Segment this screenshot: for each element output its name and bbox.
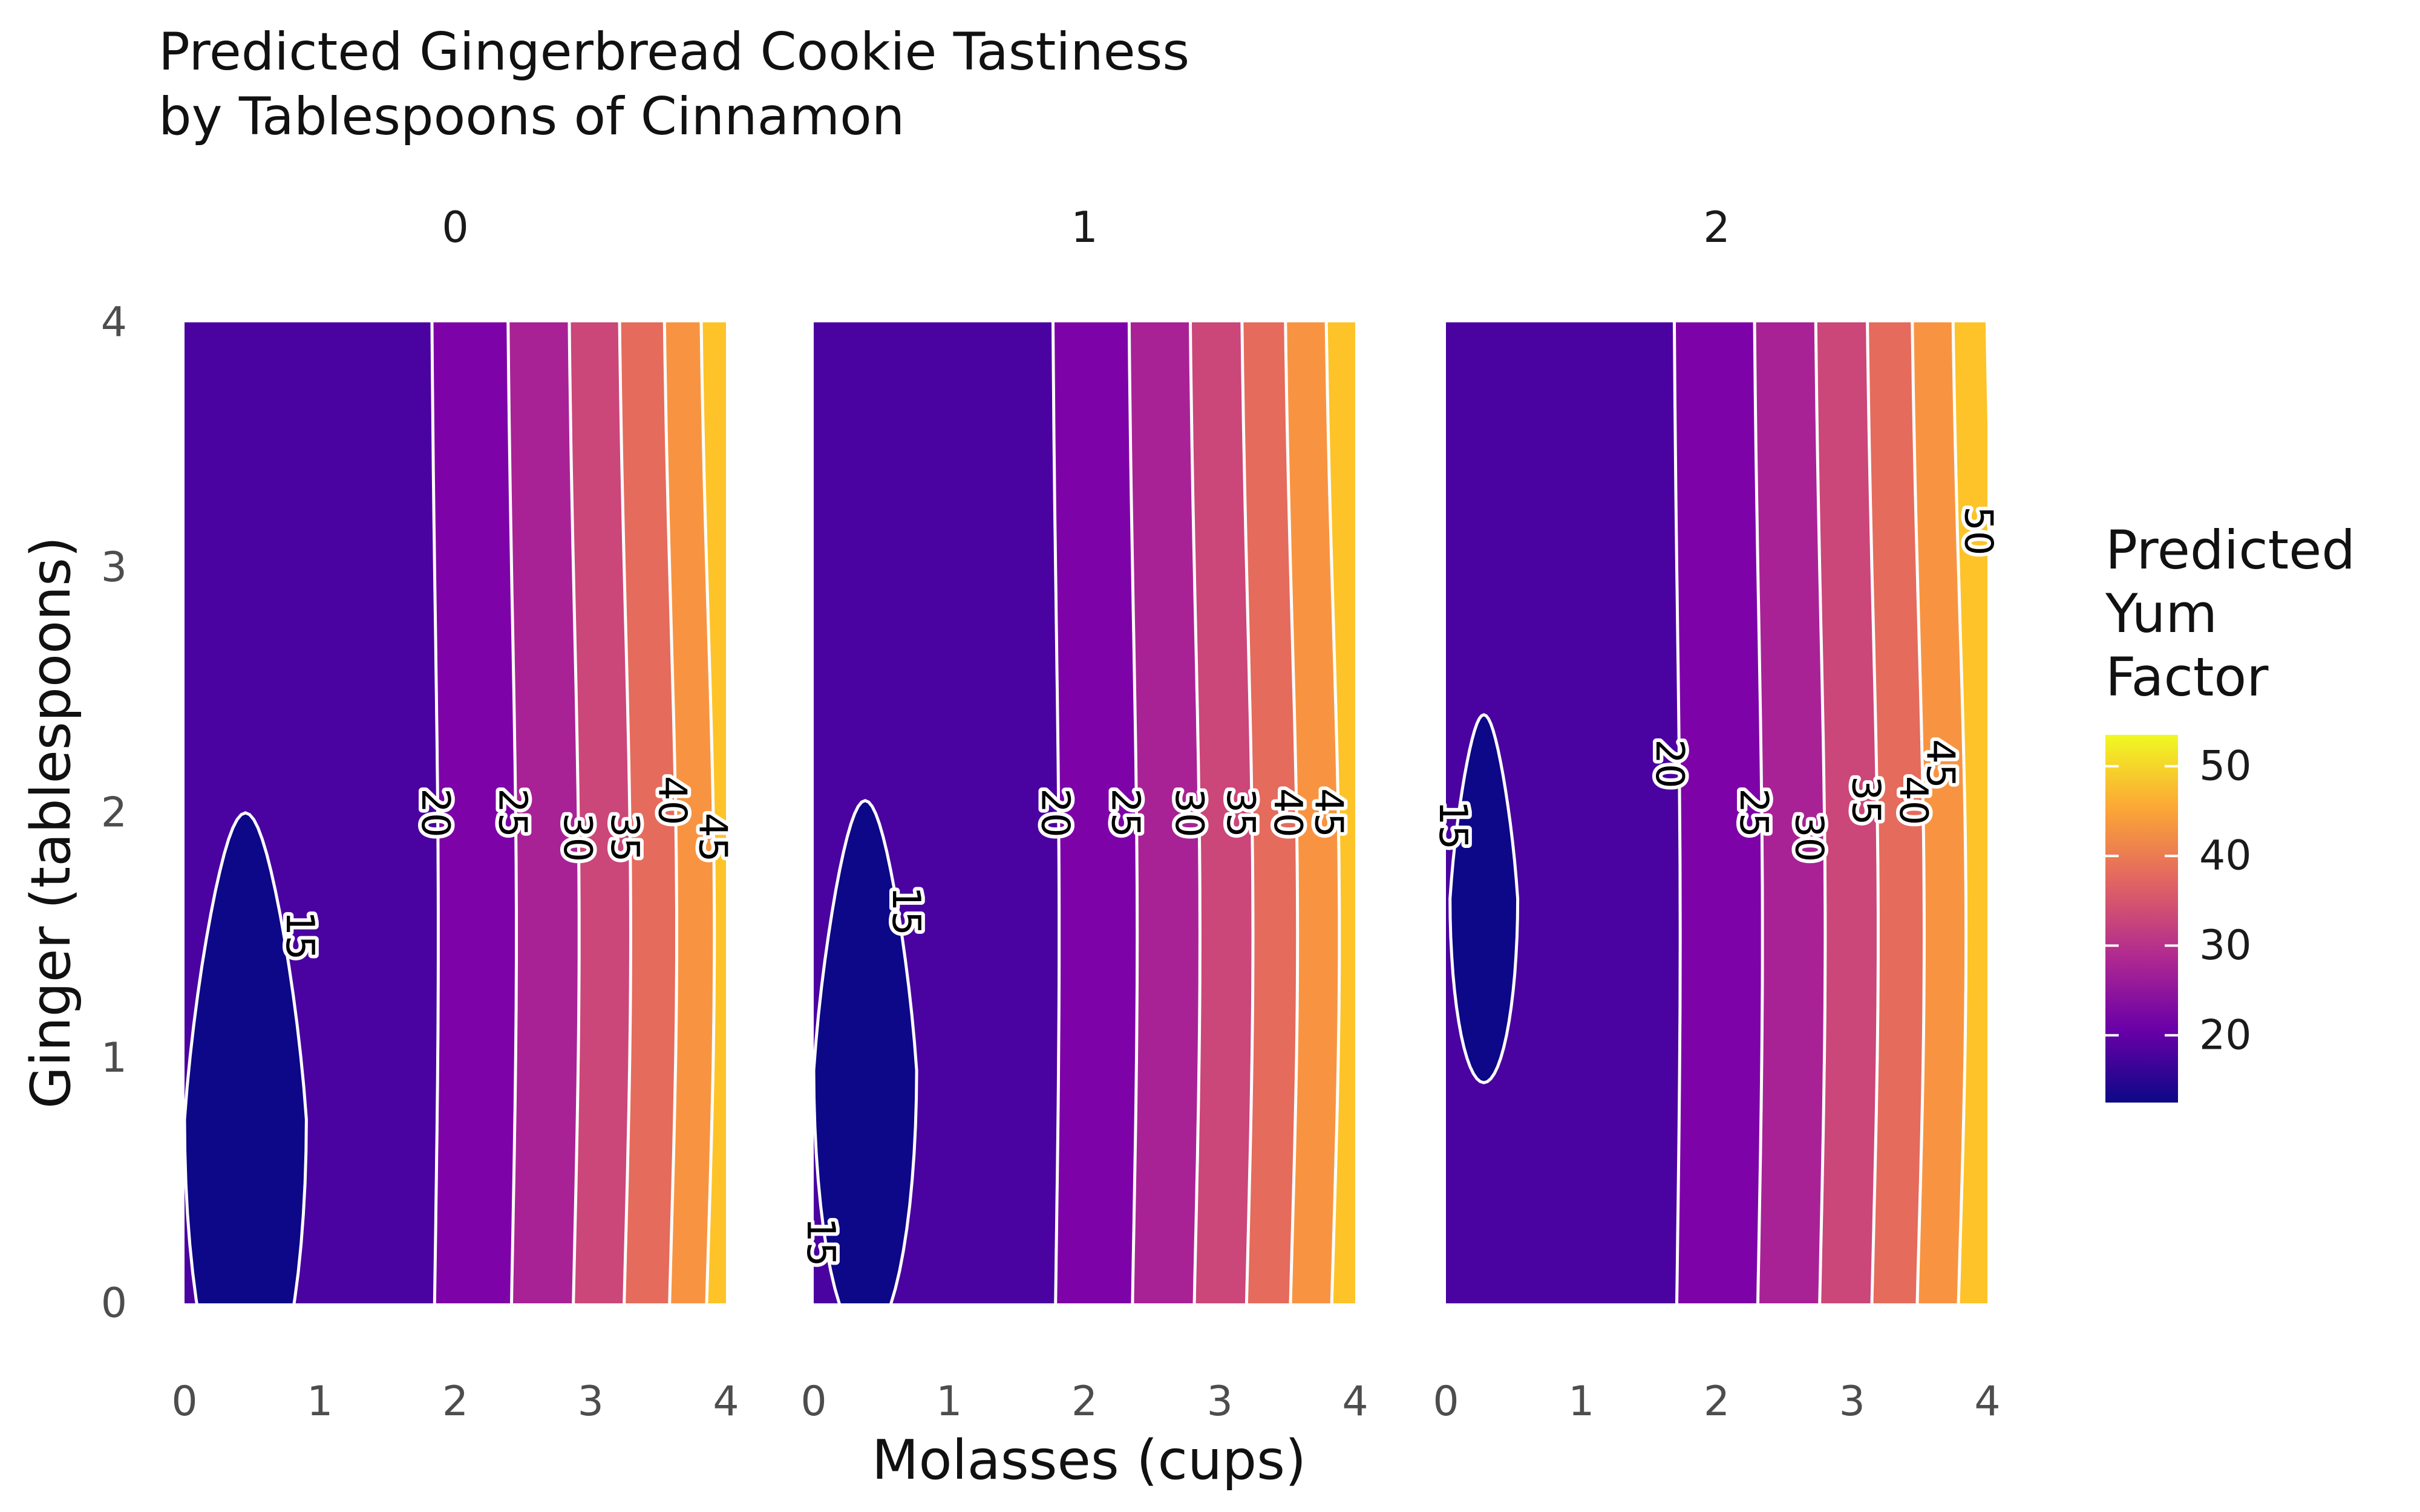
facet-strip-label: 2 xyxy=(1703,203,1730,252)
y-tick-label: 3 xyxy=(101,544,127,591)
contour-band xyxy=(1326,322,1355,1303)
contour-line-25 xyxy=(506,322,518,1303)
chart-title: Predicted Gingerbread Cookie Tastiness xyxy=(159,22,1189,82)
contour-line-40 xyxy=(1284,322,1300,1303)
x-tick-label: 2 xyxy=(1704,1378,1730,1426)
contour-line-50 xyxy=(1985,322,1987,423)
legend-ticks: 20 30 40 50 xyxy=(2105,742,2252,1059)
contour-label: 20 xyxy=(1647,739,1692,788)
chart-subtitle: by Tablespoons of Cinnamon xyxy=(159,86,904,147)
contour-label: 15 xyxy=(883,886,928,935)
facet-panel-2 xyxy=(1446,322,2012,1303)
contour-line-20 xyxy=(430,322,440,1303)
legend-tick-label: 30 xyxy=(2199,922,2252,969)
y-axis: 0 1 2 3 4 xyxy=(101,299,127,1328)
contour-label: 35 xyxy=(602,813,647,862)
x-tick-label: 1 xyxy=(1568,1378,1594,1426)
x-tick-label: 4 xyxy=(1342,1378,1368,1426)
contour-label: 45 xyxy=(1918,739,1963,788)
contour-label: 25 xyxy=(1103,788,1148,837)
x-tick-label: 4 xyxy=(1974,1378,2000,1426)
x-tick-label: 2 xyxy=(442,1378,468,1426)
x-tick-label: 2 xyxy=(1071,1378,1097,1426)
legend-title-line-1: Predicted xyxy=(2105,519,2355,581)
contour-label: 45 xyxy=(690,813,735,862)
contour-label: 40 xyxy=(1265,788,1310,837)
contour-line-35 xyxy=(1240,322,1255,1303)
x-tick-label: 4 xyxy=(713,1378,739,1426)
contour-line-30 xyxy=(1814,322,1827,1303)
y-axis-title: Ginger (tablespoons) xyxy=(19,536,83,1109)
legend-colorbar xyxy=(2105,735,2178,1103)
x-tick-label: 0 xyxy=(1433,1378,1459,1426)
x-tick-label: 3 xyxy=(1839,1378,1865,1426)
x-tick-label: 0 xyxy=(171,1378,197,1426)
contour-line-35 xyxy=(618,322,633,1303)
x-tick-label: 1 xyxy=(936,1378,962,1426)
contour-line-45 xyxy=(699,322,716,1303)
contour-band xyxy=(1987,322,2012,1303)
legend-tick-label: 40 xyxy=(2199,832,2252,880)
contour-label: 20 xyxy=(413,788,457,837)
x-axes: 0 1 2 3 4 0 1 2 3 4 0 1 2 3 4 xyxy=(171,1378,2000,1426)
contour-line-20 xyxy=(1051,322,1061,1303)
contour-label: 30 xyxy=(1787,813,1831,862)
legend-tick-label: 50 xyxy=(2199,742,2252,790)
facet-panel-0 xyxy=(185,322,756,1303)
contour-label: 25 xyxy=(490,788,535,837)
contour-label: 45 xyxy=(1306,788,1350,837)
facet-strip-label: 1 xyxy=(1071,203,1098,252)
contour-band xyxy=(1953,322,1987,1303)
contour-label: 40 xyxy=(1891,776,1935,825)
contour-line-40 xyxy=(662,322,678,1303)
contour-line-25 xyxy=(1753,322,1764,1303)
contour-band xyxy=(742,322,756,1303)
contour-region-below-15 xyxy=(814,798,918,1303)
contour-label: 30 xyxy=(1166,788,1211,837)
contour-line-40 xyxy=(1911,322,1926,1303)
contour-label: 20 xyxy=(1032,788,1077,837)
legend-title-line-2: Yum xyxy=(2105,582,2217,645)
legend-tick-label: 20 xyxy=(2199,1011,2252,1059)
x-tick-label: 0 xyxy=(800,1378,826,1426)
contour-label: 50 xyxy=(1955,506,2000,555)
contour-line-45 xyxy=(1324,322,1341,1303)
contour-region-below-15 xyxy=(1448,713,1520,1084)
x-tick-label: 3 xyxy=(1207,1378,1233,1426)
contour-line-20 xyxy=(1673,322,1682,1303)
contour-line-25 xyxy=(1127,322,1139,1303)
contour-line-30 xyxy=(567,322,581,1303)
x-tick-label: 1 xyxy=(307,1378,333,1426)
facet-panel-1 xyxy=(814,322,1379,1303)
contour-band xyxy=(1364,322,1379,1303)
contour-label: 35 xyxy=(1218,788,1263,837)
contour-line-45 xyxy=(1951,322,1968,1303)
y-tick-label: 4 xyxy=(101,299,127,347)
contour-label: 15 xyxy=(1430,801,1475,850)
contour-label: 30 xyxy=(555,813,600,862)
y-tick-label: 2 xyxy=(101,789,127,837)
contour-label: 15 xyxy=(798,1217,843,1266)
legend-title-line-3: Factor xyxy=(2105,646,2269,708)
x-axis-title: Molasses (cups) xyxy=(872,1429,1306,1492)
facet-strip-label: 0 xyxy=(442,203,469,252)
contour-label: 15 xyxy=(277,911,322,960)
x-tick-label: 3 xyxy=(578,1378,604,1426)
contour-label: 35 xyxy=(1843,776,1888,825)
color-legend: Predicted Yum Factor 20 30 40 50 xyxy=(2105,519,2355,1103)
contour-region-below-15 xyxy=(185,811,308,1303)
contour-line-35 xyxy=(1866,322,1880,1303)
contour-line-30 xyxy=(1189,322,1202,1303)
y-tick-label: 1 xyxy=(101,1034,127,1082)
contour-label: 25 xyxy=(1731,788,1776,837)
contour-label: 40 xyxy=(650,776,695,825)
y-tick-label: 0 xyxy=(101,1280,127,1328)
